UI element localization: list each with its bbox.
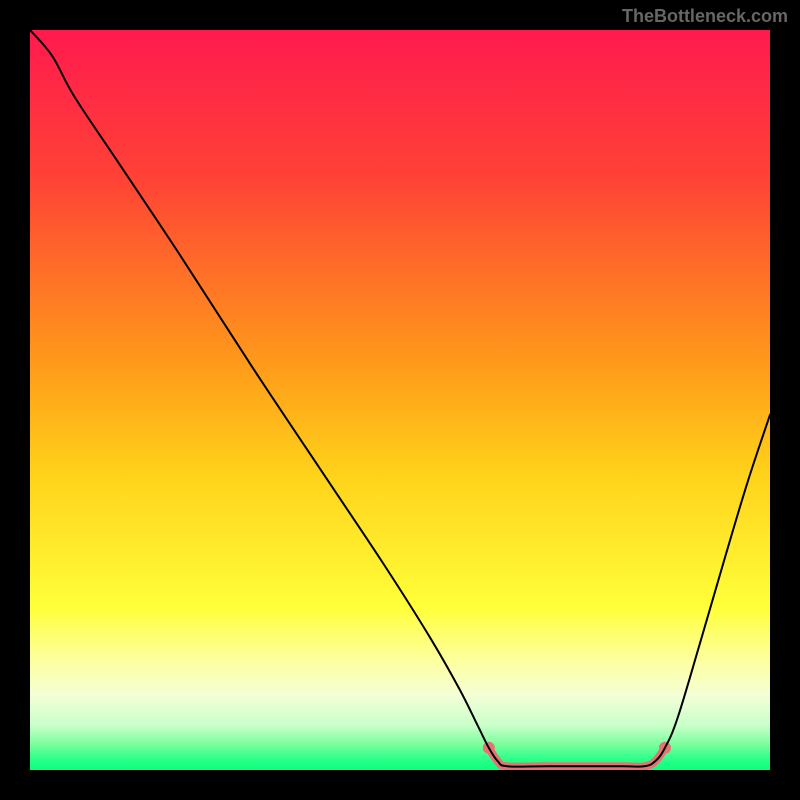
chart-root: TheBottleneck.com — [0, 0, 800, 800]
plot-frame — [30, 30, 770, 770]
plot-svg — [30, 30, 770, 770]
watermark-text: TheBottleneck.com — [622, 6, 788, 27]
gradient-background — [30, 30, 770, 770]
